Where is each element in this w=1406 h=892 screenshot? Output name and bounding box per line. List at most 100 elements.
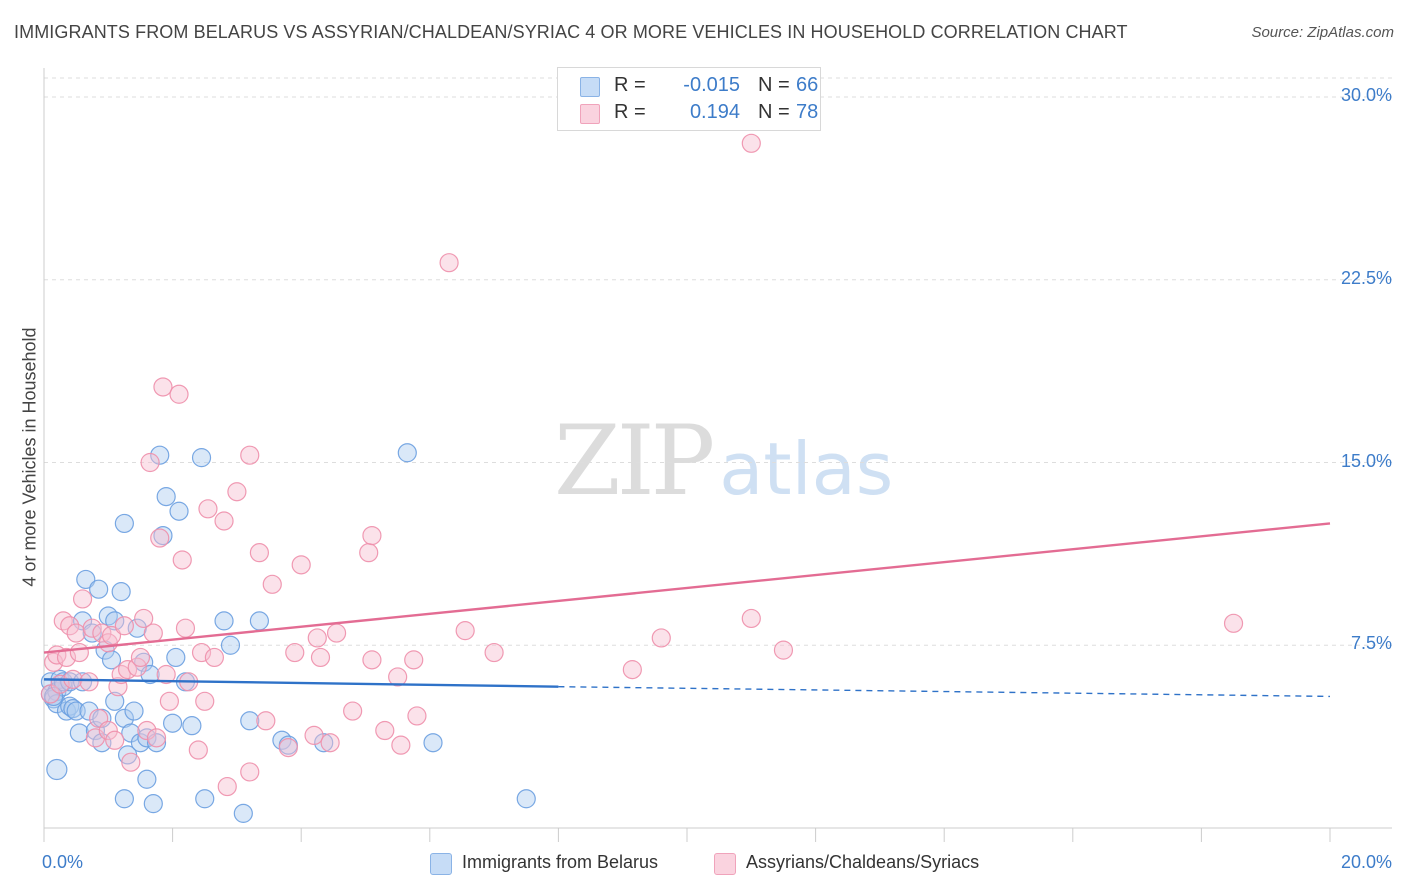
point-belarus: [137, 769, 157, 789]
point-assyrian: [285, 642, 305, 663]
point-assyrian: [439, 253, 459, 273]
chart-source: Source: ZipAtlas.com: [1251, 24, 1394, 41]
point-assyrian: [388, 667, 408, 687]
point-belarus: [105, 691, 125, 711]
x-tick-label-max: 20.0%: [1340, 852, 1392, 872]
point-assyrian: [191, 642, 212, 663]
point-assyrian: [217, 776, 237, 797]
data-points: [40, 133, 1244, 823]
point-assyrian: [146, 728, 167, 748]
point-belarus: [76, 569, 96, 590]
point-belarus: [516, 789, 536, 809]
point-assyrian: [326, 623, 347, 643]
point-assyrian: [143, 623, 163, 643]
legend-label-assyrian: Assyrians/Chaldeans/Syriacs: [746, 852, 980, 872]
point-belarus: [156, 487, 176, 507]
point-belarus: [143, 794, 163, 814]
point-assyrian: [240, 762, 260, 782]
point-assyrian: [375, 720, 395, 741]
point-assyrian: [404, 650, 424, 670]
stats-r-label: R =: [614, 74, 646, 96]
point-assyrian: [175, 618, 196, 638]
point-belarus: [191, 448, 212, 468]
point-assyrian: [310, 647, 331, 668]
point-belarus: [423, 733, 443, 753]
point-assyrian: [56, 647, 77, 668]
point-assyrian: [101, 625, 122, 646]
point-belarus: [82, 623, 102, 643]
point-assyrian: [741, 608, 761, 629]
point-assyrian: [150, 528, 170, 548]
point-belarus: [111, 582, 131, 602]
point-assyrian: [741, 133, 761, 153]
point-assyrian: [72, 589, 93, 609]
point-belarus: [169, 501, 189, 521]
point-assyrian: [359, 543, 379, 563]
point-assyrian: [362, 650, 382, 670]
point-assyrian: [307, 628, 327, 648]
point-belarus: [114, 513, 134, 534]
point-assyrian: [227, 482, 247, 502]
point-belarus: [114, 789, 134, 809]
point-assyrian: [82, 618, 102, 638]
point-assyrian: [773, 640, 794, 660]
y-tick-label: 7.5%: [1350, 633, 1392, 654]
point-belarus: [249, 611, 270, 631]
stats-n-label: N =: [758, 101, 790, 123]
point-assyrian: [343, 701, 363, 721]
point-belarus: [153, 525, 173, 546]
point-assyrian: [98, 720, 118, 741]
point-assyrian: [198, 499, 218, 519]
point-belarus: [397, 443, 417, 463]
point-belarus: [314, 733, 334, 753]
point-assyrian: [79, 672, 99, 692]
point-belarus: [137, 728, 157, 748]
trend-line-belarus: [43, 678, 559, 688]
legend-swatch-belarus: [430, 853, 452, 875]
point-assyrian: [130, 647, 151, 668]
point-belarus: [195, 789, 215, 809]
watermark: ZIP atlas: [554, 405, 893, 517]
point-assyrian: [69, 642, 89, 663]
point-belarus: [46, 758, 68, 781]
point-belarus: [150, 445, 170, 465]
point-assyrian: [455, 621, 475, 641]
point-assyrian: [114, 616, 134, 636]
legend: Immigrants from Belarus Assyrians/Chalde…: [0, 852, 1406, 878]
point-assyrian: [134, 608, 154, 629]
point-assyrian: [391, 735, 411, 755]
point-belarus: [233, 803, 253, 823]
point-assyrian: [60, 616, 80, 636]
point-belarus: [63, 699, 83, 719]
point-assyrian: [407, 706, 427, 726]
legend-label-belarus: Immigrants from Belarus: [462, 852, 659, 872]
point-assyrian: [195, 691, 215, 711]
point-assyrian: [40, 684, 61, 704]
point-assyrian: [137, 720, 157, 741]
point-belarus: [44, 686, 64, 707]
point-assyrian: [105, 730, 125, 750]
point-assyrian: [204, 647, 224, 668]
chart-title: IMMIGRANTS FROM BELARUS VS ASSYRIAN/CHAL…: [14, 22, 1128, 42]
y-axis-label: 4 or more Vehicles in Household: [19, 327, 40, 587]
trend-lines: [43, 522, 1331, 698]
point-assyrian: [172, 550, 192, 570]
point-assyrian: [188, 740, 208, 760]
point-assyrian: [214, 511, 234, 531]
point-assyrian: [651, 628, 671, 648]
legend-swatch-assyrian: [714, 853, 736, 875]
point-belarus: [214, 611, 234, 631]
point-assyrian: [291, 555, 311, 575]
trend-line-assyrian: [43, 522, 1331, 654]
point-belarus: [124, 701, 144, 721]
point-assyrian: [66, 623, 86, 643]
trend-line-belarus-extrapolated: [558, 685, 1331, 698]
point-assyrian: [169, 384, 189, 404]
point-assyrian: [153, 377, 173, 397]
point-belarus: [163, 713, 183, 733]
point-assyrian: [240, 445, 260, 465]
stats-n-value: 66: [796, 74, 819, 96]
point-assyrian: [256, 711, 276, 731]
point-assyrian: [622, 660, 642, 680]
